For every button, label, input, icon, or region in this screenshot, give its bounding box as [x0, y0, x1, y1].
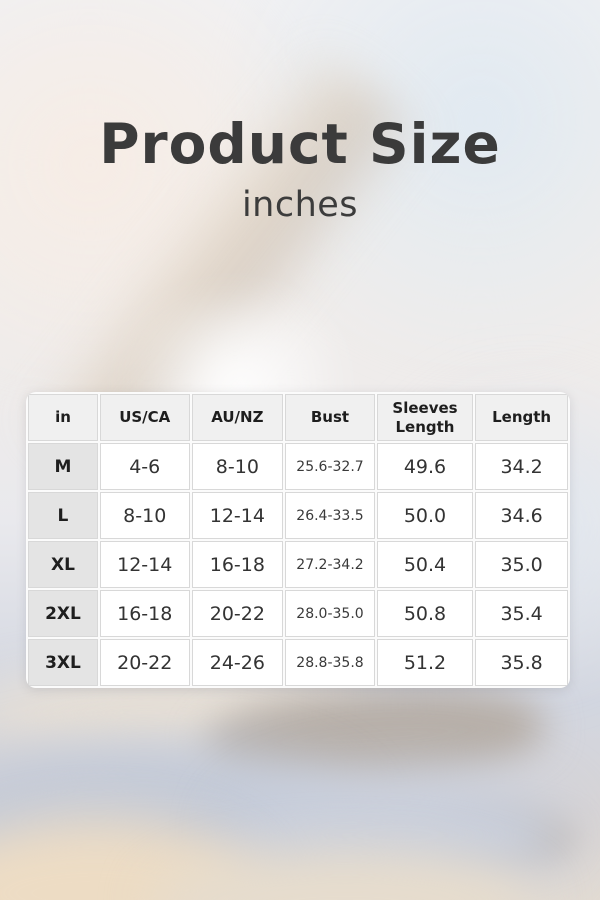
value-cell: 28.8-35.8 [285, 639, 375, 686]
bg-cloud-taupe-wedge [202, 678, 548, 794]
size-label-cell: L [28, 492, 98, 539]
bg-cloud-taupe-small [425, 812, 575, 864]
value-cell: 50.4 [376, 541, 474, 588]
column-header-in: in [28, 394, 98, 441]
bg-cloud-cream-band [0, 678, 380, 748]
size-row-3xl: 3XL 20-22 24-26 28.8-35.8 51.2 35.8 [28, 639, 568, 686]
size-row-m: M 4-6 8-10 25.6-32.7 49.6 34.2 [28, 443, 568, 490]
size-row-2xl: 2XL 16-18 20-22 28.0-35.0 50.8 35.4 [28, 590, 568, 637]
value-cell: 27.2-34.2 [285, 541, 375, 588]
product-size-title: Product Size [99, 112, 501, 176]
bg-cloud-cream-bottom [150, 848, 540, 900]
header-row: in US/CA AU/NZ Bust Sleeves Length Lengt… [28, 394, 568, 441]
column-header-bust: Bust [285, 394, 375, 441]
column-header-sleeves-length: Sleeves Length [376, 394, 474, 441]
value-cell: 50.8 [376, 590, 474, 637]
value-cell: 50.0 [376, 492, 474, 539]
value-cell: 12-14 [191, 492, 284, 539]
value-cell: 24-26 [191, 639, 284, 686]
value-cell: 8-10 [191, 443, 284, 490]
column-header-length: Length [475, 394, 568, 441]
value-cell: 20-22 [191, 590, 284, 637]
size-row-l: L 8-10 12-14 26.4-33.5 50.0 34.6 [28, 492, 568, 539]
bg-cloud-blue-center [230, 770, 570, 900]
value-cell: 35.8 [475, 639, 568, 686]
unit-subtitle: inches [241, 184, 359, 225]
value-cell: 25.6-32.7 [285, 443, 375, 490]
value-cell: 35.0 [475, 541, 568, 588]
value-cell: 4-6 [99, 443, 190, 490]
value-cell: 34.6 [475, 492, 568, 539]
value-cell: 8-10 [99, 492, 190, 539]
value-cell: 28.0-35.0 [285, 590, 375, 637]
value-cell: 16-18 [99, 590, 190, 637]
value-cell: 26.4-33.5 [285, 492, 375, 539]
size-label-cell: XL [28, 541, 98, 588]
value-cell: 20-22 [99, 639, 190, 686]
size-table: in US/CA AU/NZ Bust Sleeves Length Lengt… [26, 392, 570, 688]
size-row-xl: XL 12-14 16-18 27.2-34.2 50.4 35.0 [28, 541, 568, 588]
column-header-us-ca: US/CA [99, 394, 190, 441]
column-header-au-nz: AU/NZ [191, 394, 284, 441]
value-cell: 51.2 [376, 639, 474, 686]
value-cell: 49.6 [376, 443, 474, 490]
bg-cloud-peach-corner [0, 818, 260, 900]
size-label-cell: M [28, 443, 98, 490]
size-label-cell: 2XL [28, 590, 98, 637]
heading-block: Product Size inches [0, 114, 600, 225]
bg-cloud-blue-left [0, 742, 360, 900]
value-cell: 12-14 [99, 541, 190, 588]
value-cell: 35.4 [475, 590, 568, 637]
value-cell: 34.2 [475, 443, 568, 490]
value-cell: 16-18 [191, 541, 284, 588]
size-table-container: in US/CA AU/NZ Bust Sleeves Length Lengt… [26, 392, 570, 688]
size-label-cell: 3XL [28, 639, 98, 686]
